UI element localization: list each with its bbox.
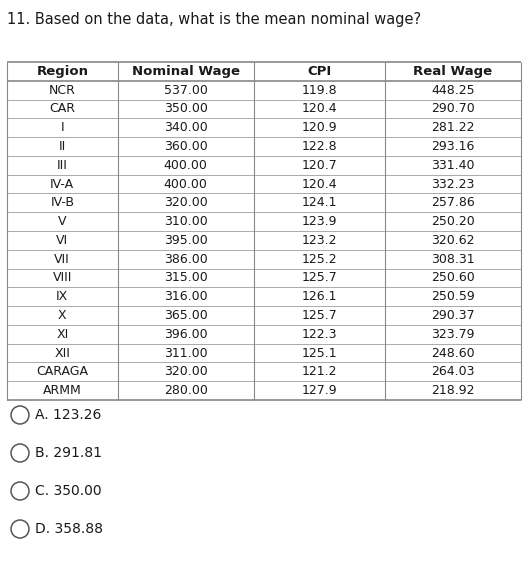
Text: 250.60: 250.60	[431, 271, 475, 284]
Text: 125.7: 125.7	[301, 309, 337, 322]
Text: 400.00: 400.00	[164, 159, 208, 172]
Text: 250.20: 250.20	[431, 215, 475, 228]
Text: 332.23: 332.23	[431, 178, 475, 191]
Text: 316.00: 316.00	[164, 290, 208, 303]
Text: D. 358.88: D. 358.88	[35, 522, 103, 536]
Text: C. 350.00: C. 350.00	[35, 484, 101, 498]
Text: 537.00: 537.00	[164, 83, 208, 96]
Text: B. 291.81: B. 291.81	[35, 446, 102, 460]
Text: III: III	[57, 159, 68, 172]
Text: 360.00: 360.00	[164, 140, 208, 153]
Text: CAR: CAR	[49, 103, 76, 116]
Text: 310.00: 310.00	[164, 215, 208, 228]
Text: 127.9: 127.9	[301, 384, 337, 397]
Text: VII: VII	[54, 253, 70, 266]
Text: 250.59: 250.59	[431, 290, 475, 303]
Text: 120.4: 120.4	[301, 178, 337, 191]
Text: 280.00: 280.00	[164, 384, 208, 397]
Text: I: I	[60, 121, 64, 134]
Text: XII: XII	[54, 346, 70, 360]
Text: 281.22: 281.22	[431, 121, 475, 134]
Text: 320.00: 320.00	[164, 196, 208, 209]
Text: 248.60: 248.60	[431, 346, 475, 360]
Text: VI: VI	[56, 234, 68, 247]
Text: 264.03: 264.03	[431, 365, 475, 378]
Text: 365.00: 365.00	[164, 309, 208, 322]
Text: 126.1: 126.1	[301, 290, 337, 303]
Text: X: X	[58, 309, 67, 322]
Text: 290.70: 290.70	[431, 103, 475, 116]
Text: 121.2: 121.2	[301, 365, 337, 378]
Text: Real Wage: Real Wage	[413, 65, 493, 78]
Text: A. 123.26: A. 123.26	[35, 408, 101, 422]
Text: 120.9: 120.9	[301, 121, 337, 134]
Text: IV-B: IV-B	[50, 196, 74, 209]
Text: 122.8: 122.8	[301, 140, 337, 153]
Text: IX: IX	[56, 290, 69, 303]
Text: XI: XI	[56, 328, 69, 341]
Text: V: V	[58, 215, 67, 228]
Text: 125.7: 125.7	[301, 271, 337, 284]
Text: 123.2: 123.2	[301, 234, 337, 247]
Text: 320.00: 320.00	[164, 365, 208, 378]
Text: NCR: NCR	[49, 83, 76, 96]
Text: 218.92: 218.92	[431, 384, 475, 397]
Text: II: II	[59, 140, 66, 153]
Text: Nominal Wage: Nominal Wage	[131, 65, 240, 78]
Text: 122.3: 122.3	[301, 328, 337, 341]
Text: 340.00: 340.00	[164, 121, 208, 134]
Text: 350.00: 350.00	[164, 103, 208, 116]
Text: 396.00: 396.00	[164, 328, 208, 341]
Text: 123.9: 123.9	[301, 215, 337, 228]
Text: 331.40: 331.40	[431, 159, 475, 172]
Text: 400.00: 400.00	[164, 178, 208, 191]
Text: ARMM: ARMM	[43, 384, 82, 397]
Text: 119.8: 119.8	[301, 83, 337, 96]
Text: 311.00: 311.00	[164, 346, 208, 360]
Text: Region: Region	[36, 65, 88, 78]
Text: CARAGA: CARAGA	[36, 365, 88, 378]
Text: 125.1: 125.1	[301, 346, 337, 360]
Text: 386.00: 386.00	[164, 253, 208, 266]
Text: 323.79: 323.79	[431, 328, 475, 341]
Text: 11. Based on the data, what is the mean nominal wage?: 11. Based on the data, what is the mean …	[7, 12, 421, 27]
Text: 124.1: 124.1	[301, 196, 337, 209]
Text: 320.62: 320.62	[431, 234, 475, 247]
Text: 120.7: 120.7	[301, 159, 337, 172]
Text: 125.2: 125.2	[301, 253, 337, 266]
Text: 315.00: 315.00	[164, 271, 208, 284]
Text: CPI: CPI	[307, 65, 332, 78]
Text: 448.25: 448.25	[431, 83, 475, 96]
Text: 395.00: 395.00	[164, 234, 208, 247]
Text: 293.16: 293.16	[431, 140, 475, 153]
Text: 120.4: 120.4	[301, 103, 337, 116]
Text: 257.86: 257.86	[431, 196, 475, 209]
Text: VIII: VIII	[53, 271, 72, 284]
Text: IV-A: IV-A	[50, 178, 74, 191]
Text: 290.37: 290.37	[431, 309, 475, 322]
Text: 308.31: 308.31	[431, 253, 475, 266]
